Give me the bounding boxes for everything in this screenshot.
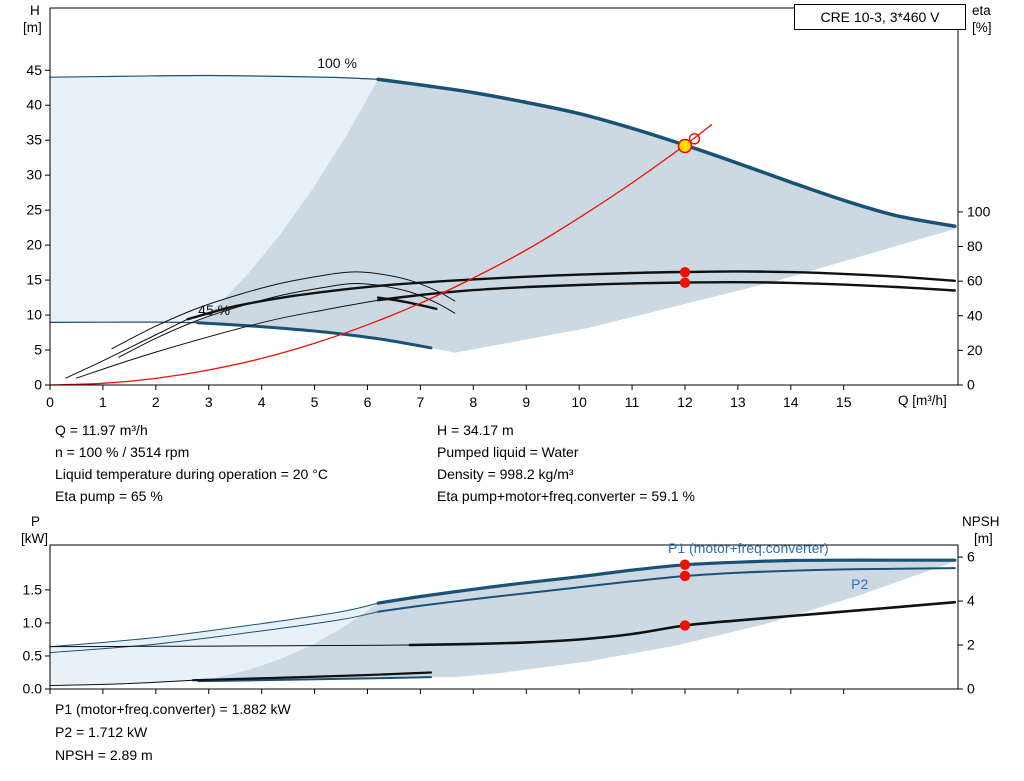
p2-curve [377, 567, 956, 613]
eta-pump-outside [65, 318, 189, 379]
right-tick-label: 0 [967, 377, 975, 393]
x-tick-label: 8 [469, 394, 477, 410]
left-tick-label: 10 [26, 307, 42, 323]
head-curve-100-outside [49, 74, 379, 80]
annotation-pumped-liquid: Pumped liquid = Water [437, 444, 579, 460]
duty-point[interactable] [677, 138, 693, 154]
envelope-pale [50, 75, 379, 323]
left-tick-label: 15 [26, 272, 42, 288]
q-axis-title: Q [m³/h] [898, 393, 947, 408]
left-tick-label: 30 [26, 167, 42, 183]
x-tick-label: 14 [783, 394, 799, 410]
eta-axis-title: eta [972, 3, 991, 18]
left-tick-label: 0.5 [23, 647, 43, 663]
eta-pump-point [679, 266, 691, 278]
p2-point [679, 570, 691, 582]
annotation-flow: Q = 11.97 m³/h [55, 422, 148, 438]
power-envelope-pale [50, 603, 379, 686]
right-tick-label: 20 [967, 342, 983, 358]
x-tick-label: 13 [730, 394, 746, 410]
p1-curve [376, 558, 957, 605]
right-tick-label: 80 [967, 238, 983, 254]
x-tick-label: 6 [364, 394, 372, 410]
x-tick-label: 10 [571, 394, 587, 410]
p-axis-title: P [31, 514, 41, 529]
x-tick-label: 12 [677, 394, 693, 410]
annotation-head: H = 34.17 m [437, 422, 514, 438]
annotation-p1: P1 (motor+freq.converter) = 1.882 kW [55, 701, 291, 717]
curve-label: 100 % [317, 55, 357, 71]
p1-45-curve [197, 676, 432, 683]
annotation-density: Density = 998.2 kg/m³ [437, 466, 574, 482]
curve-label: P2 [851, 576, 868, 592]
eta-pump-45-curve [111, 271, 456, 350]
head-curve-45 [196, 321, 433, 350]
left-tick-label: 40 [26, 97, 42, 113]
eta-total-outside [76, 299, 379, 379]
p2-curve-outside [49, 611, 379, 654]
left-tick-label: 20 [26, 237, 42, 253]
h-axis-unit: [m] [23, 20, 42, 35]
right-tick-label: 0 [967, 681, 975, 697]
right-tick-label: 6 [967, 549, 975, 565]
annotation-npsh: NPSH = 2.89 m [55, 747, 153, 763]
right-tick-label: 2 [967, 637, 975, 653]
annotation-p2: P2 = 1.712 kW [55, 724, 148, 740]
left-tick-label: 1.0 [23, 614, 43, 630]
left-tick-label: 1.5 [23, 581, 43, 597]
p1-curve-outside [49, 602, 379, 648]
pump-model-box: CRE 10-3, 3*460 V [794, 4, 966, 30]
plot-frame [49, 7, 959, 386]
npsh-axis-unit: [m] [974, 531, 993, 546]
eta-total-curve [376, 280, 956, 302]
annotation-eta-total: Eta pump+motor+freq.converter = 59.1 % [437, 488, 695, 504]
x-tick-label: 2 [152, 394, 160, 410]
system-curve [49, 124, 713, 386]
right-tick-label: 40 [967, 307, 983, 323]
eta-pump-curve [186, 270, 956, 321]
x-tick-label: 0 [46, 394, 54, 410]
eta-45-tail [376, 296, 438, 310]
left-tick-label: 35 [26, 132, 42, 148]
annotation-liquid-temp: Liquid temperature during operation = 20… [55, 466, 328, 482]
curve-label: P1 (motor+freq.converter) [668, 540, 829, 556]
plot-frame [49, 544, 959, 690]
p1-point [679, 559, 691, 570]
x-tick-label: 15 [836, 394, 852, 410]
x-tick-label: 11 [625, 394, 640, 410]
right-tick-label: 4 [967, 593, 975, 609]
x-tick-label: 1 [99, 394, 107, 410]
npsh-point [679, 620, 691, 631]
left-tick-label: 0 [34, 377, 42, 393]
x-tick-label: 4 [258, 394, 266, 410]
right-tick-label: 100 [967, 203, 991, 219]
annotation-eta-pump: Eta pump = 65 % [55, 488, 163, 504]
x-tick-label: 9 [522, 394, 530, 410]
eta-axis-unit: [%] [972, 20, 992, 35]
eta-total-point [679, 277, 691, 288]
power-envelope-dark [197, 560, 955, 682]
npsh-45-curve [191, 671, 433, 682]
h-axis-title: H [30, 3, 40, 18]
x-tick-label: 3 [205, 394, 213, 410]
eta-total-45-curve [118, 283, 456, 358]
left-tick-label: 45 [26, 62, 42, 78]
npsh-curve-outside [49, 644, 411, 648]
p-axis-unit: [kW] [21, 531, 48, 546]
left-tick-label: 5 [34, 342, 42, 358]
left-tick-label: 25 [26, 202, 42, 218]
head-curve-100 [376, 77, 957, 228]
duty-intersection-ring [688, 133, 701, 145]
curve-label: 45 % [198, 302, 230, 318]
left-tick-label: 0.0 [23, 681, 43, 697]
right-tick-label: 60 [967, 273, 983, 289]
x-tick-label: 5 [311, 394, 319, 410]
npsh-45-outside [49, 679, 194, 686]
annotation-speed: n = 100 % / 3514 rpm [55, 444, 190, 460]
npsh-axis-title: NPSH [962, 514, 1000, 529]
x-tick-label: 7 [416, 394, 424, 410]
